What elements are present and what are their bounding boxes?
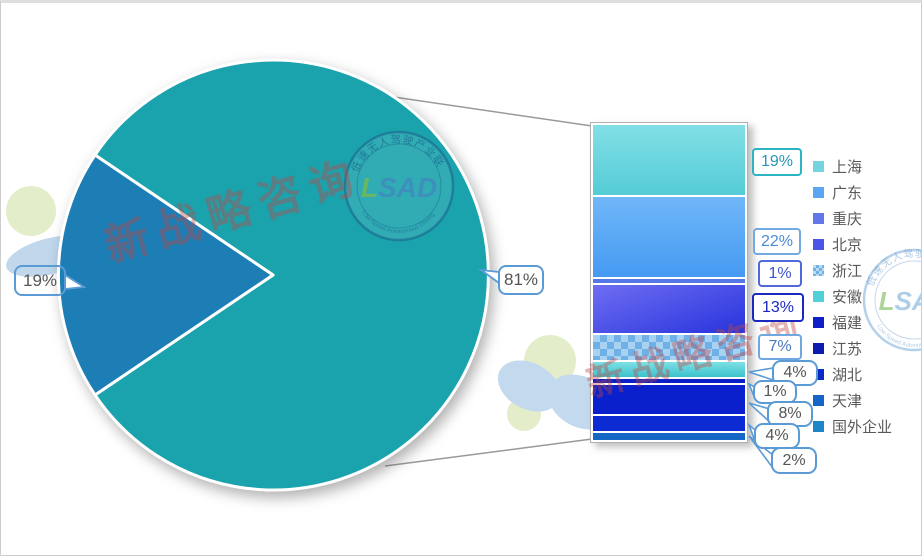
legend-item-3: 北京 <box>813 236 892 254</box>
pie-slice-foreign-19 <box>56 153 275 397</box>
legend-swatch-icon <box>813 316 824 328</box>
logo-outer-ring <box>862 248 921 352</box>
legend-swatch-icon <box>813 394 824 406</box>
legend-item-5: 安徽 <box>813 288 892 306</box>
legend-label: 湖北 <box>832 366 863 384</box>
legend-label: 安徽 <box>832 288 863 306</box>
legend-swatch-icon <box>813 420 824 432</box>
legend-label: 上海 <box>832 158 863 176</box>
legend-item-6: 福建 <box>813 314 892 332</box>
logo-inner-ring <box>874 260 921 340</box>
bar-segment-6 <box>593 378 745 383</box>
decor-blue-blob-bottom-1 <box>497 360 561 412</box>
bar-segment-7 <box>593 384 745 414</box>
legend-swatch-icon <box>813 186 824 198</box>
legend-swatch-icon <box>813 212 824 224</box>
legend-item-1: 广东 <box>813 184 892 202</box>
legend-label: 浙江 <box>832 262 863 280</box>
legend: 上海广东重庆北京浙江安徽福建江苏湖北天津国外企业 <box>813 158 893 436</box>
bar-segment-5 <box>593 362 745 377</box>
breakdown-bar-frame <box>590 122 748 443</box>
legend-label: 北京 <box>832 236 863 254</box>
legend-label: 天津 <box>832 392 863 410</box>
bar-segment-0 <box>593 125 745 195</box>
legend-item-0: 上海 <box>813 158 892 176</box>
legend-swatch-icon <box>813 342 824 354</box>
bar-segment-8 <box>593 415 745 431</box>
legend-swatch-icon <box>813 368 824 380</box>
logo-lsad-text: LSAD <box>361 172 437 203</box>
chart-base-graphics: 低速无人驾驶产业联盟 Low-Speed Autonomous Driving … <box>6 58 922 492</box>
legend-swatch-icon <box>813 290 824 302</box>
bar-segment-1 <box>593 196 745 278</box>
legend-label: 福建 <box>832 314 863 332</box>
pie-chart <box>56 58 490 492</box>
lsad-logo-watermark-right: 低速无人驾驶产业联盟 Low-Speed Autonomous Driving … <box>862 247 922 352</box>
logo-outer-ring <box>343 130 455 242</box>
legend-label: 国外企业 <box>832 418 893 436</box>
bar-segment-4 <box>593 334 745 361</box>
legend-label: 重庆 <box>832 210 863 228</box>
bar-segment-3 <box>593 284 745 333</box>
legend-item-10: 国外企业 <box>813 418 893 436</box>
legend-label: 广东 <box>832 184 863 202</box>
lsad-logo-watermark-center: 低速无人驾驶产业联盟 Low-Speed Autonomous Driving … <box>343 130 455 242</box>
legend-item-8: 湖北 <box>813 366 892 384</box>
logo-lsad-text: LSAD <box>879 286 922 316</box>
legend-label: 江苏 <box>832 340 863 358</box>
legend-item-4: 浙江 <box>813 262 892 280</box>
logo-inner-ring <box>356 143 442 229</box>
legend-item-9: 天津 <box>813 392 892 410</box>
legend-swatch-icon <box>813 238 824 250</box>
bar-segment-9 <box>593 432 745 440</box>
bar-segment-2 <box>593 279 745 283</box>
legend-item-2: 重庆 <box>813 210 892 228</box>
bar-stack <box>593 125 745 440</box>
connector-line-bottom <box>384 438 593 467</box>
legend-swatch-icon <box>813 264 824 276</box>
decor-green-circle-topleft <box>6 186 56 236</box>
legend-item-7: 江苏 <box>813 340 892 358</box>
legend-swatch-icon <box>813 160 824 172</box>
